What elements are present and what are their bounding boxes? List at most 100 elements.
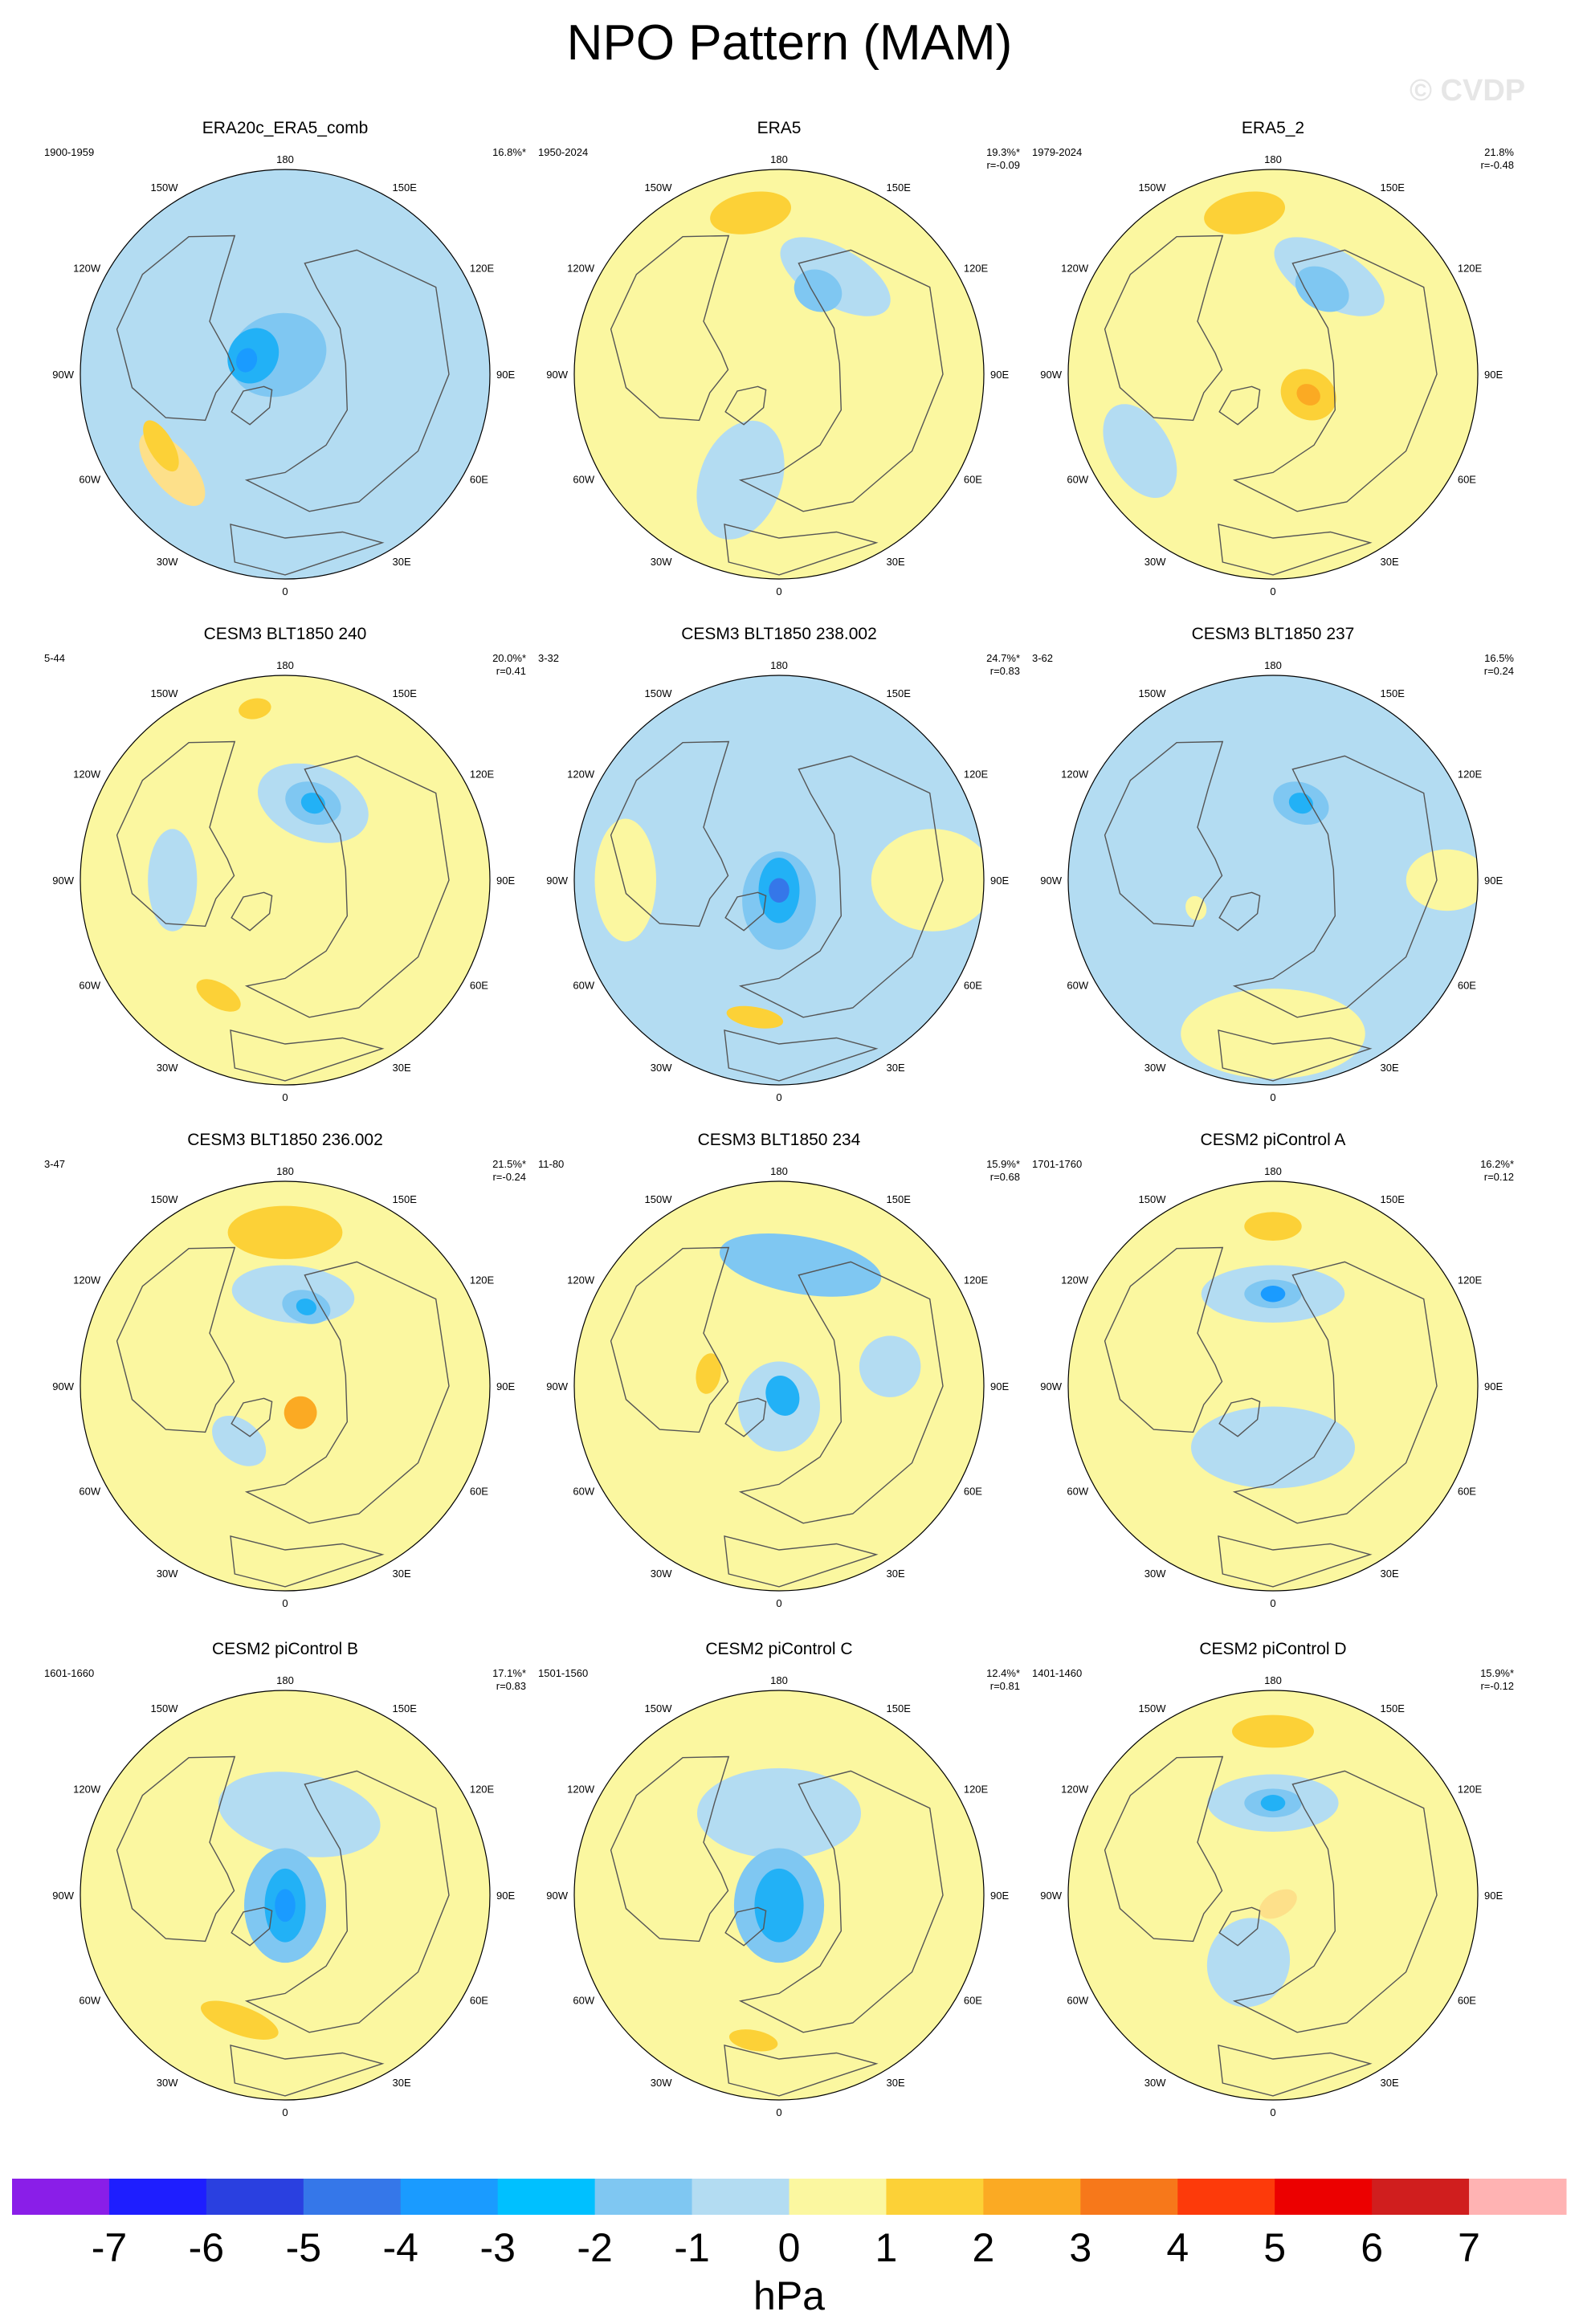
longitude-label: 60W <box>1067 980 1088 992</box>
longitude-label: 0 <box>1270 585 1275 597</box>
panel-years: 1979-2024 <box>1032 146 1082 158</box>
polar-map: 180 0 90W 90E 120W 150W 150E 120E 60W 30W 30E 60E 11… <box>538 1158 1020 1609</box>
map-boundary <box>80 169 491 580</box>
longitude-label: 0 <box>776 1091 781 1103</box>
longitude-label: 180 <box>1264 153 1282 165</box>
anomaly-contour <box>1206 1918 1291 2008</box>
longitude-label: 180 <box>276 659 294 671</box>
longitude-label: 120W <box>1061 263 1089 275</box>
longitude-label: 120E <box>1458 769 1483 781</box>
map-panel: ERA5_2 180 0 90W 90E 120W 150W 150E 120E 60W 30W 30… <box>1032 119 1514 617</box>
longitude-label: 30W <box>1144 2077 1166 2089</box>
longitude-label: 30E <box>393 2077 411 2089</box>
polar-map: 180 0 90W 90E 120W 150W 150E 120E 60W 30W 30E 60E 15… <box>538 1667 1020 2118</box>
colorbar-swatch <box>1372 2179 1470 2215</box>
map-boundary <box>1067 1690 1479 2101</box>
coastline <box>738 1770 944 2033</box>
longitude-label: 120E <box>964 1784 989 1796</box>
colorbar-tick-label: -7 <box>92 2225 127 2270</box>
longitude-label: 60E <box>1458 1995 1476 2007</box>
longitude-label: 150W <box>645 1702 673 1714</box>
panel-years: 3-62 <box>1032 652 1053 664</box>
coastline <box>244 1261 450 1524</box>
colorbar-swatch <box>1275 2179 1373 2215</box>
longitude-label: 150W <box>1139 1193 1167 1205</box>
panel-correlation: r=0.24 <box>1484 665 1514 677</box>
colorbar-tick-label: 1 <box>875 2225 898 2270</box>
anomaly-contour <box>719 1233 882 1297</box>
anomaly-contour <box>227 1205 343 1259</box>
longitude-label: 60W <box>1067 474 1088 486</box>
colorbar-tick-label: 6 <box>1361 2225 1383 2270</box>
anomaly-contour <box>871 829 984 932</box>
longitude-label: 120W <box>567 1274 595 1286</box>
anomaly-contour <box>728 2029 778 2052</box>
longitude-label: 90W <box>52 1890 74 1902</box>
map-panel: CESM2 piControl A 180 0 90W 90E 120W 150W 150E 1… <box>1032 1131 1514 1629</box>
coastline <box>724 1029 879 1082</box>
polar-map: 180 0 90W 90E 120W 150W 150E 120E 60W 30W 30E 60E 3-… <box>44 1158 526 1609</box>
longitude-label: 150E <box>393 1702 418 1714</box>
coastline <box>724 1397 767 1437</box>
longitude-label: 180 <box>770 659 788 671</box>
panel-correlation: r=-0.12 <box>1480 1680 1514 1692</box>
anomaly-contour <box>1191 1406 1355 1489</box>
map-panel: CESM3 BLT1850 238.002 180 0 90W 90E 120W 150W 1… <box>538 625 1020 1123</box>
anomaly-contour <box>296 1299 316 1315</box>
colorbar-tick-label: 7 <box>1458 2225 1480 2270</box>
anomaly-contour <box>726 1005 784 1029</box>
panel-title: CESM2 piControl C <box>705 1640 853 1658</box>
longitude-label: 150E <box>393 181 418 194</box>
panel-title: ERA5_2 <box>1241 119 1305 137</box>
coastline <box>1218 523 1373 576</box>
panel-title: ERA20c_ERA5_comb <box>202 119 369 137</box>
longitude-label: 30W <box>157 556 178 568</box>
longitude-label: 90E <box>1484 875 1503 887</box>
longitude-label: 60W <box>79 980 100 992</box>
coastline <box>230 1029 385 1082</box>
coastline <box>244 755 450 1018</box>
colorbar-tick-label: -2 <box>577 2225 612 2270</box>
anomaly-contour <box>696 1353 721 1394</box>
coastline <box>116 1246 236 1433</box>
panel-correlation: r=0.68 <box>990 1171 1020 1183</box>
longitude-label: 150E <box>1381 1702 1406 1714</box>
longitude-label: 150E <box>1381 687 1406 699</box>
longitude-label: 120W <box>73 1274 101 1286</box>
longitude-label: 150E <box>393 687 418 699</box>
longitude-label: 60W <box>79 1995 100 2007</box>
longitude-label: 30W <box>1144 556 1166 568</box>
longitude-label: 0 <box>282 2106 288 2118</box>
anomaly-contour <box>1295 266 1349 312</box>
map-boundary <box>573 1180 985 1592</box>
anomaly-contour <box>236 348 258 373</box>
longitude-label: 150E <box>887 687 912 699</box>
longitude-label: 90W <box>52 875 74 887</box>
coastline <box>1104 740 1224 928</box>
anomaly-contour <box>780 237 891 316</box>
longitude-label: 120E <box>964 1274 989 1286</box>
longitude-label: 150W <box>1139 1702 1167 1714</box>
coastline <box>738 755 944 1018</box>
panel-variance-pct: 16.2%* <box>1480 1158 1514 1170</box>
coastline <box>1218 1029 1373 1082</box>
coastline <box>1232 1261 1438 1524</box>
anomaly-contour <box>859 1335 921 1397</box>
longitude-label: 0 <box>776 2106 781 2118</box>
longitude-label: 120W <box>73 769 101 781</box>
polar-map: 180 0 90W 90E 120W 150W 150E 120E 60W 30W 30E 60E 19… <box>538 146 1020 597</box>
panel-variance-pct: 21.5%* <box>492 1158 526 1170</box>
longitude-label: 120W <box>567 1784 595 1796</box>
map-boundary <box>573 675 985 1086</box>
longitude-label: 90W <box>52 369 74 381</box>
longitude-label: 0 <box>282 585 288 597</box>
colorbar-tick-label: 2 <box>972 2225 994 2270</box>
coastline <box>1104 234 1224 422</box>
coastline <box>116 1755 236 1943</box>
longitude-label: 30E <box>887 2077 905 2089</box>
anomaly-contour <box>148 829 198 932</box>
polar-map: 180 0 90W 90E 120W 150W 150E 120E 60W 30W 30E 60E 5-… <box>44 652 526 1103</box>
panel-years: 1950-2024 <box>538 146 588 158</box>
map-boundary <box>1067 169 1479 580</box>
anomaly-contour <box>1260 1286 1286 1303</box>
